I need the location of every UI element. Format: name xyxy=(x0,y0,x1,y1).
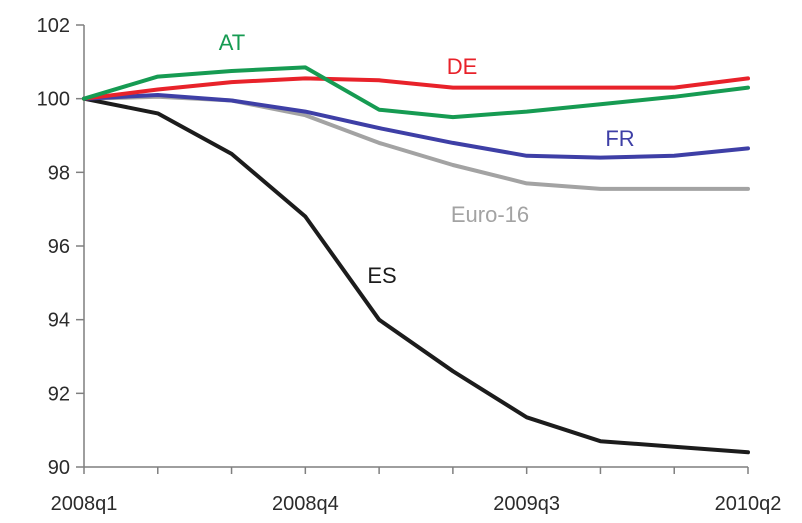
series-line-euro-16 xyxy=(82,94,750,191)
series-label-euro-16: Euro-16 xyxy=(451,202,529,227)
x-axis: 2008q1 2008q4 2009q3 2010q2 xyxy=(51,466,782,515)
y-axis: 90 92 94 96 98 100 102 xyxy=(37,15,85,479)
y-tick-label: 96 xyxy=(48,236,70,258)
y-tick-label: 90 xyxy=(48,457,70,479)
y-tick-label: 94 xyxy=(48,310,70,332)
x-tick-label: 2009q3 xyxy=(493,493,560,515)
y-tick-label: 100 xyxy=(37,89,70,111)
series-line-fr xyxy=(82,93,750,160)
series-label-at: AT xyxy=(219,30,245,55)
series-lines xyxy=(82,65,750,455)
series-label-de: DE xyxy=(447,54,478,79)
x-tick-label: 2010q2 xyxy=(715,493,782,515)
x-tick-label: 2008q1 xyxy=(51,493,118,515)
series-label-fr: FR xyxy=(605,126,634,151)
series-line-de xyxy=(82,76,750,101)
y-tick-label: 92 xyxy=(48,383,70,405)
x-tick-label: 2008q4 xyxy=(272,493,339,515)
y-tick-label: 102 xyxy=(37,15,70,37)
series-label-es: ES xyxy=(367,263,396,288)
series-labels: AT DE FR Euro-16 ES xyxy=(219,30,635,288)
series-line-es xyxy=(82,96,750,455)
y-tick-label: 98 xyxy=(48,162,70,184)
series-line-at xyxy=(82,65,750,120)
